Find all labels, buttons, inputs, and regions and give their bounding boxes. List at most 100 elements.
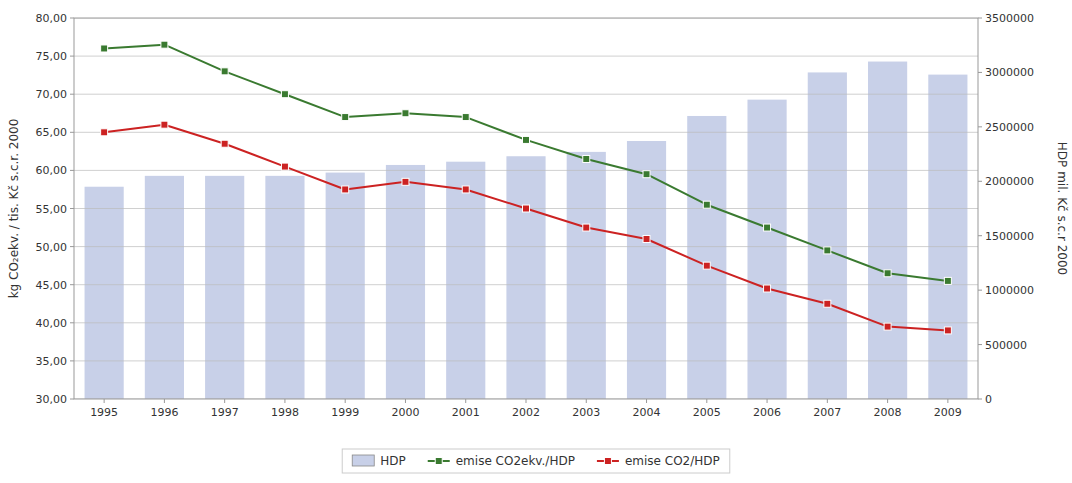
tick [978,399,982,400]
tick [526,399,527,403]
bar [386,165,425,399]
tick-label: 2005 [693,406,721,419]
marker [402,178,409,185]
tick [70,284,74,285]
marker [764,285,771,292]
data-layer [74,18,978,399]
tick-label: 2000 [391,406,419,419]
tick-label: 2006 [753,406,781,419]
bar [85,187,124,399]
tick [164,399,165,403]
marker [703,201,710,208]
tick [70,132,74,133]
marker [161,121,168,128]
marker [281,91,288,98]
marker [643,235,650,242]
legend-item: emise CO2/HDP [597,454,720,468]
tick [284,399,285,403]
marker [101,45,108,52]
grid-line [74,284,978,285]
legend-label: emise CO2/HDP [625,454,720,468]
tick-label: 2002 [512,406,540,419]
marker [462,186,469,193]
chart-container: 30,0035,0040,0045,0050,0055,0060,0065,00… [0,0,1072,483]
marker [824,300,831,307]
tick [978,126,982,127]
grid-line [74,56,978,57]
marker [884,270,891,277]
tick [706,399,707,403]
tick [978,290,982,291]
axes: 30,0035,0040,0045,0050,0055,0060,0065,00… [36,12,1035,419]
bars [85,62,968,399]
marker [824,247,831,254]
marker [101,129,108,136]
chart: 30,0035,0040,0045,0050,0055,0060,0065,00… [0,0,1072,483]
tick [978,18,982,19]
bar [747,100,786,399]
marker [583,224,590,231]
marker [703,262,710,269]
legend-label: emise CO2ekv./HDP [456,454,575,468]
grid [74,18,978,399]
tick-label: 75,00 [36,50,68,63]
legend: HDP emise CO2ekv./HDP emise CO2/HDP [342,449,730,473]
axis-label: kg CO₂ekv. / tis. Kč s.c.r. 2000 [7,119,21,299]
marker [221,68,228,75]
tick [887,399,888,403]
tick-label: 1999 [331,406,359,419]
legend-swatch [352,455,374,466]
legend-frame [342,449,730,473]
tick-label: 35,00 [36,355,68,368]
bar [868,62,907,399]
tick-label: 1000000 [985,284,1034,297]
bar [808,72,847,399]
tick-label: 0 [985,393,992,406]
tick-label: 2009 [934,406,962,419]
bar [687,116,726,399]
grid-line [74,322,978,323]
tick-label: 1997 [211,406,239,419]
tick [978,344,982,345]
axis-label: HDP mil. Kč s.c.r 2000 [1055,142,1069,275]
bar [446,162,485,399]
marker [583,155,590,162]
marker [281,163,288,170]
tick [70,322,74,323]
tick [827,399,828,403]
marker [342,186,349,193]
tick-label: 3000000 [985,66,1034,79]
marker [884,323,891,330]
grid-line [74,94,978,95]
tick-label: 2004 [633,406,661,419]
bar [265,176,304,399]
marker [342,114,349,121]
tick-label: 500000 [985,339,1027,352]
grid-line [74,246,978,247]
tick [70,208,74,209]
tick-label: 1996 [150,406,178,419]
tick [70,399,74,400]
bar [567,152,606,399]
bar [205,176,244,399]
tick [70,56,74,57]
lines [101,41,952,334]
tick [947,399,948,403]
marker [944,327,951,334]
tick-label: 1995 [90,406,118,419]
marker [643,171,650,178]
marker [221,140,228,147]
plot-area [74,18,978,399]
tick [70,94,74,95]
tick-label: 2007 [813,406,841,419]
tick-label: 45,00 [36,279,68,292]
legend-item: HDP [352,454,406,468]
tick-label: 55,00 [36,203,68,216]
grid-line [74,360,978,361]
marker [462,114,469,121]
tick-label: 3500000 [985,12,1034,25]
marker [523,136,530,143]
tick-label: 2008 [874,406,902,419]
plot-frame [74,18,978,399]
grid-line [74,132,978,133]
